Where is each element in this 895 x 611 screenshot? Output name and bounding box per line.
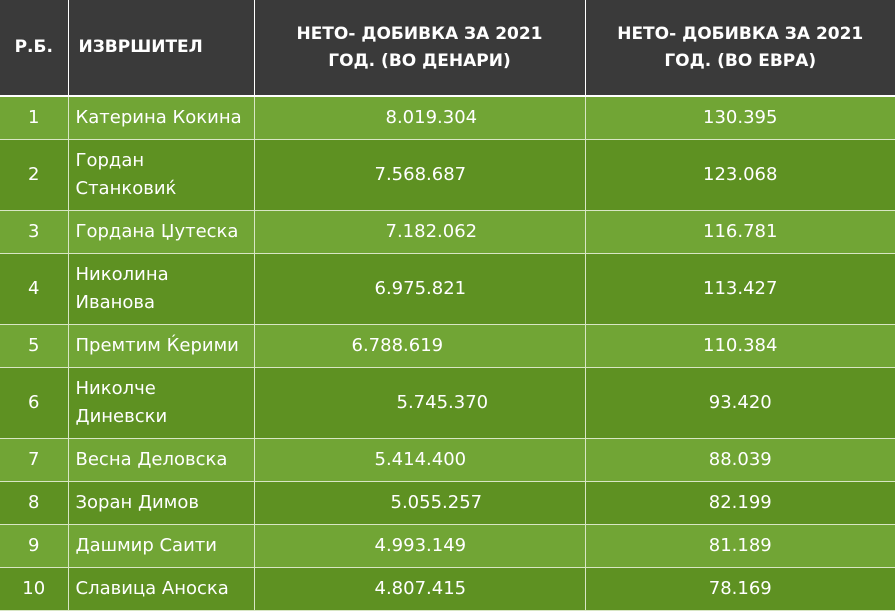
profit-euros: 130.395 [585, 96, 895, 140]
profit-denars: 4.807.415 [254, 568, 585, 611]
profit-denars: 8.019.304 [254, 96, 585, 140]
table-row: 9 Дашмир Саити 4.993.149 81.189 [0, 525, 895, 568]
profit-denars: 7.182.062 [254, 211, 585, 254]
profit-denars: 7.568.687 [254, 140, 585, 211]
profit-euros: 82.199 [585, 482, 895, 525]
row-number: 1 [0, 96, 68, 140]
table-row: 8 Зоран Димов 5.055.257 82.199 [0, 482, 895, 525]
row-number: 4 [0, 254, 68, 325]
profit-euros: 110.384 [585, 325, 895, 368]
executor-name: Дашмир Саити [68, 525, 254, 568]
table-row: 4 Николина Иванова 6.975.821 113.427 [0, 254, 895, 325]
executor-name: Премтим Ќерими [68, 325, 254, 368]
row-number: 10 [0, 568, 68, 611]
row-number: 9 [0, 525, 68, 568]
table-row: 3 Гордана Џутеска 7.182.062 116.781 [0, 211, 895, 254]
header-euros-line1: НЕТО- ДОБИВКА ЗА 2021 [586, 21, 895, 48]
profit-euros: 113.427 [585, 254, 895, 325]
table-row: 10 Славица Аноска 4.807.415 78.169 [0, 568, 895, 611]
row-number: 2 [0, 140, 68, 211]
header-net-profit-euros: НЕТО- ДОБИВКА ЗА 2021 ГОД. (ВО ЕВРА) [585, 0, 895, 96]
profit-denars: 4.993.149 [254, 525, 585, 568]
executor-name: Славица Аноска [68, 568, 254, 611]
table-row: 5 Премтим Ќерими 6.788.619 110.384 [0, 325, 895, 368]
executor-name: Катерина Кокина [68, 96, 254, 140]
profit-denars: 5.055.257 [254, 482, 585, 525]
executor-name: Николче Диневски [68, 368, 254, 439]
profit-denars: 5.745.370 [254, 368, 585, 439]
table-row: 6 Николче Диневски 5.745.370 93.420 [0, 368, 895, 439]
header-executor: ИЗВРШИТЕЛ [68, 0, 254, 96]
executor-name: Николина Иванова [68, 254, 254, 325]
executor-name: Весна Деловска [68, 439, 254, 482]
header-euros-line2: ГОД. (ВО ЕВРА) [586, 48, 895, 75]
profit-denars: 5.414.400 [254, 439, 585, 482]
header-net-profit-denars: НЕТО- ДОБИВКА ЗА 2021 ГОД. (ВО ДЕНАРИ) [254, 0, 585, 96]
profit-euros: 123.068 [585, 140, 895, 211]
header-denars-line1: НЕТО- ДОБИВКА ЗА 2021 [255, 21, 585, 48]
header-number: Р.Б. [0, 0, 68, 96]
header-row: Р.Б. ИЗВРШИТЕЛ НЕТО- ДОБИВКА ЗА 2021 ГОД… [0, 0, 895, 96]
executor-name: Гордана Џутеска [68, 211, 254, 254]
profit-euros: 116.781 [585, 211, 895, 254]
table-row: 2 Гордан Станковиќ 7.568.687 123.068 [0, 140, 895, 211]
row-number: 8 [0, 482, 68, 525]
row-number: 3 [0, 211, 68, 254]
profit-euros: 78.169 [585, 568, 895, 611]
row-number: 6 [0, 368, 68, 439]
executor-name: Гордан Станковиќ [68, 140, 254, 211]
header-denars-line2: ГОД. (ВО ДЕНАРИ) [255, 48, 585, 75]
profit-euros: 81.189 [585, 525, 895, 568]
row-number: 5 [0, 325, 68, 368]
profit-denars: 6.975.821 [254, 254, 585, 325]
profit-euros: 88.039 [585, 439, 895, 482]
table-row: 7 Весна Деловска 5.414.400 88.039 [0, 439, 895, 482]
table-row: 1 Катерина Кокина 8.019.304 130.395 [0, 96, 895, 140]
executor-name: Зоран Димов [68, 482, 254, 525]
profit-denars: 6.788.619 [254, 325, 585, 368]
profit-euros: 93.420 [585, 368, 895, 439]
row-number: 7 [0, 439, 68, 482]
